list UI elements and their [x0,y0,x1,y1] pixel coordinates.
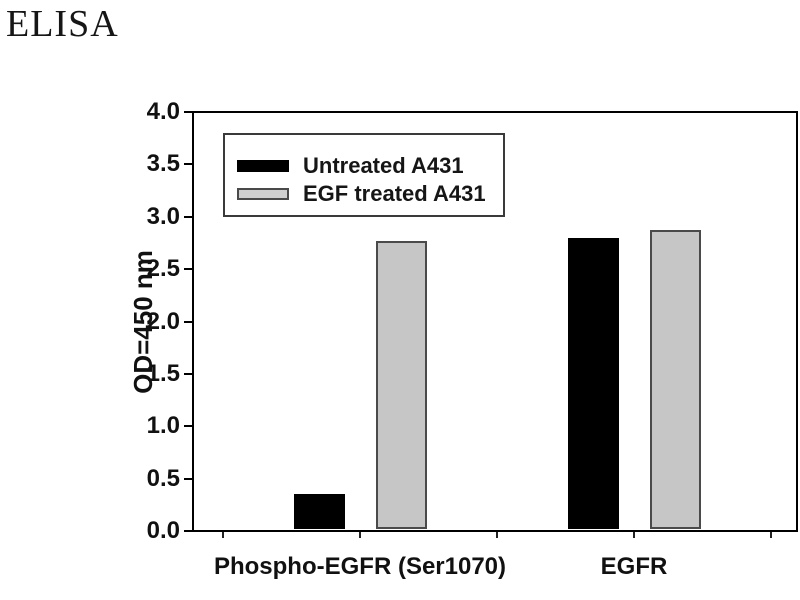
y-tick-mark-3.5 [184,163,192,166]
y-tick-mark-2.5 [184,268,192,271]
x-category-label-1: EGFR [600,553,668,580]
x-tick-mark-2 [770,532,772,538]
legend-label-untreated: Untreated A431 [303,153,464,178]
legend-row-untreated: Untreated A431 [237,153,464,179]
y-tick-label-4.0: 4.0 [146,98,180,125]
legend-row-egf-treated: EGF treated A431 [237,181,486,207]
legend-swatch-egf-treated [237,188,289,200]
y-tick-label-1.5: 1.5 [146,359,180,387]
x-tick-mark-4 [633,532,635,538]
y-tick-label-2.0: 2.0 [146,307,180,335]
y-tick-mark-4.0 [184,111,192,113]
x-tick-mark-1 [496,532,498,538]
y-tick-mark-1.0 [184,425,192,428]
x-tick-mark-0 [222,532,224,538]
y-tick-label-0.5: 0.5 [146,464,180,492]
bar-untreated-a431-0 [293,494,345,529]
y-tick-mark-2.0 [184,320,192,323]
x-tick-mark-3 [359,532,361,538]
y-tick-label-2.5: 2.5 [146,255,180,283]
y-tick-label-3.5: 3.5 [146,150,180,178]
y-tick-label-0.0: 0.0 [146,517,180,544]
bar-egf-treated-a431-0 [375,241,427,529]
bar-untreated-a431-1 [567,238,619,529]
legend-swatch-untreated [237,160,289,172]
y-tick-mark-0.5 [184,477,192,480]
y-tick-label-3.0: 3.0 [146,202,180,230]
x-category-label-0: Phospho-EGFR (Ser1070) [213,553,507,580]
legend: Untreated A431 EGF treated A431 [223,133,505,217]
y-tick-mark-1.5 [184,372,192,375]
y-tick-mark-3.0 [184,215,192,218]
legend-label-egf-treated: EGF treated A431 [303,181,486,206]
y-tick-mark-0.0 [184,530,192,532]
bar-egf-treated-a431-1 [649,230,701,529]
figure-title: ELISA [6,3,119,45]
y-tick-label-1.0: 1.0 [146,412,180,440]
